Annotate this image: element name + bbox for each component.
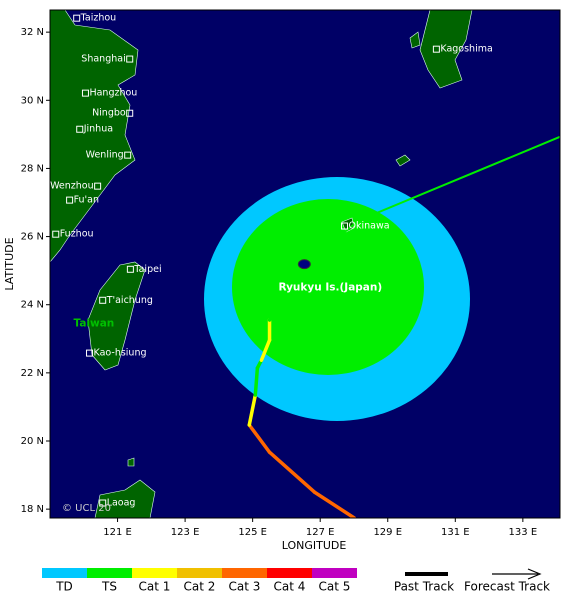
- legend-label: Cat 5: [319, 580, 351, 594]
- city-marker: [99, 296, 107, 304]
- copyright: © UCL 20: [62, 503, 111, 514]
- legend-swatch: [267, 568, 312, 578]
- city-marker: [126, 109, 134, 117]
- legend-swatch: [87, 568, 132, 578]
- forecast-track-label: Forecast Track: [464, 580, 550, 594]
- past-track-segment: [312, 490, 357, 518]
- city-label: Okinawa: [349, 221, 390, 232]
- x-tick-label: 131 E: [441, 527, 470, 538]
- islet: [409, 31, 421, 49]
- city-marker: [341, 222, 349, 230]
- legend-swatch: [132, 568, 177, 578]
- legend-swatch: [312, 568, 357, 578]
- past-track-segment: [247, 423, 272, 454]
- city-marker: [94, 182, 102, 190]
- city-label: Kagoshima: [440, 44, 492, 55]
- legend-label: Cat 1: [139, 580, 171, 594]
- city-marker: [126, 55, 134, 63]
- y-axis-label: LATITUDE: [3, 237, 16, 290]
- map-layers: [50, 10, 473, 518]
- city-marker: [73, 14, 81, 22]
- luzon: [94, 479, 156, 518]
- y-tick-label: 26 N: [21, 232, 44, 243]
- y-tick-label: 28 N: [21, 163, 44, 174]
- city-label: Fuzhou: [60, 229, 94, 240]
- x-tick-label: 125 E: [238, 527, 267, 538]
- mainland-china: [50, 10, 139, 263]
- city-label: Kao-hsiung: [94, 348, 147, 359]
- legend-swatch: [222, 568, 267, 578]
- legend-swatch: [42, 568, 87, 578]
- city-label: Ningbo: [92, 108, 126, 119]
- y-tick-label: 32 N: [21, 27, 44, 38]
- legend-label: TD: [55, 580, 73, 594]
- track: [247, 136, 560, 518]
- x-tick-label: 129 E: [373, 527, 402, 538]
- legend-label: TS: [101, 580, 117, 594]
- city-label: T'aichung: [106, 295, 153, 306]
- data-layer: Taizhou Shanghai Hangzhou Ningbo Jinhua Wenli…: [50, 13, 560, 518]
- forecast-track-segment: [358, 136, 560, 222]
- city-marker: [124, 151, 132, 159]
- city-marker: [81, 89, 89, 97]
- x-tick-label: 121 E: [103, 527, 132, 538]
- legend-swatch: [177, 568, 222, 578]
- x-tick-label: 127 E: [306, 527, 335, 538]
- x-tick-label: 123 E: [171, 527, 200, 538]
- city-label: Laoag: [107, 498, 136, 509]
- past-track-segment: [267, 262, 307, 322]
- past-track-segment: [259, 338, 272, 363]
- x-tick-label: 133 E: [509, 527, 538, 538]
- city-marker: [52, 230, 60, 238]
- y-tick-label: 20 N: [21, 436, 44, 447]
- past-track-label: Past Track: [394, 580, 454, 594]
- region-label: Ryukyu Is.(Japan): [278, 282, 382, 294]
- city-marker: [86, 349, 94, 357]
- past-track-segment: [247, 393, 258, 427]
- city-label: Wenzhou: [50, 181, 94, 192]
- past-track-segment: [267, 450, 317, 494]
- city-marker: [432, 45, 440, 53]
- islet: [127, 457, 135, 467]
- taiwan: [87, 261, 146, 371]
- city-label: Wenling: [86, 150, 124, 161]
- x-axis-label: LONGITUDE: [282, 539, 347, 552]
- city-label: Fu'an: [74, 195, 99, 206]
- y-tick-label: 22 N: [21, 368, 44, 379]
- y-tick-label: 30 N: [21, 95, 44, 106]
- map-frame: [49, 9, 561, 519]
- wind-radius-inner: [232, 199, 424, 375]
- city-marker: [126, 265, 134, 273]
- kyushu: [419, 10, 473, 89]
- region-label: Taiwan: [74, 317, 115, 329]
- y-tick-label: 18 N: [21, 504, 44, 515]
- legend-label: Cat 4: [274, 580, 306, 594]
- legend-label: Cat 2: [184, 580, 216, 594]
- city-label: Hangzhou: [89, 88, 137, 99]
- city-marker: [66, 196, 74, 204]
- city-marker: [76, 125, 84, 133]
- city-label: Shanghai: [81, 54, 125, 65]
- city-label: Taizhou: [80, 13, 117, 24]
- forecast-arrow-head: [527, 568, 542, 580]
- legend-label: Cat 3: [229, 580, 261, 594]
- past-track-segment: [253, 366, 260, 397]
- forecast-track-segment: [303, 219, 361, 266]
- storm-center: [297, 259, 311, 270]
- city-label: Jinhua: [83, 124, 113, 135]
- city-label: Taipei: [133, 264, 161, 275]
- city-marker: [99, 499, 107, 507]
- islet: [395, 154, 411, 167]
- y-tick-label: 24 N: [21, 300, 44, 311]
